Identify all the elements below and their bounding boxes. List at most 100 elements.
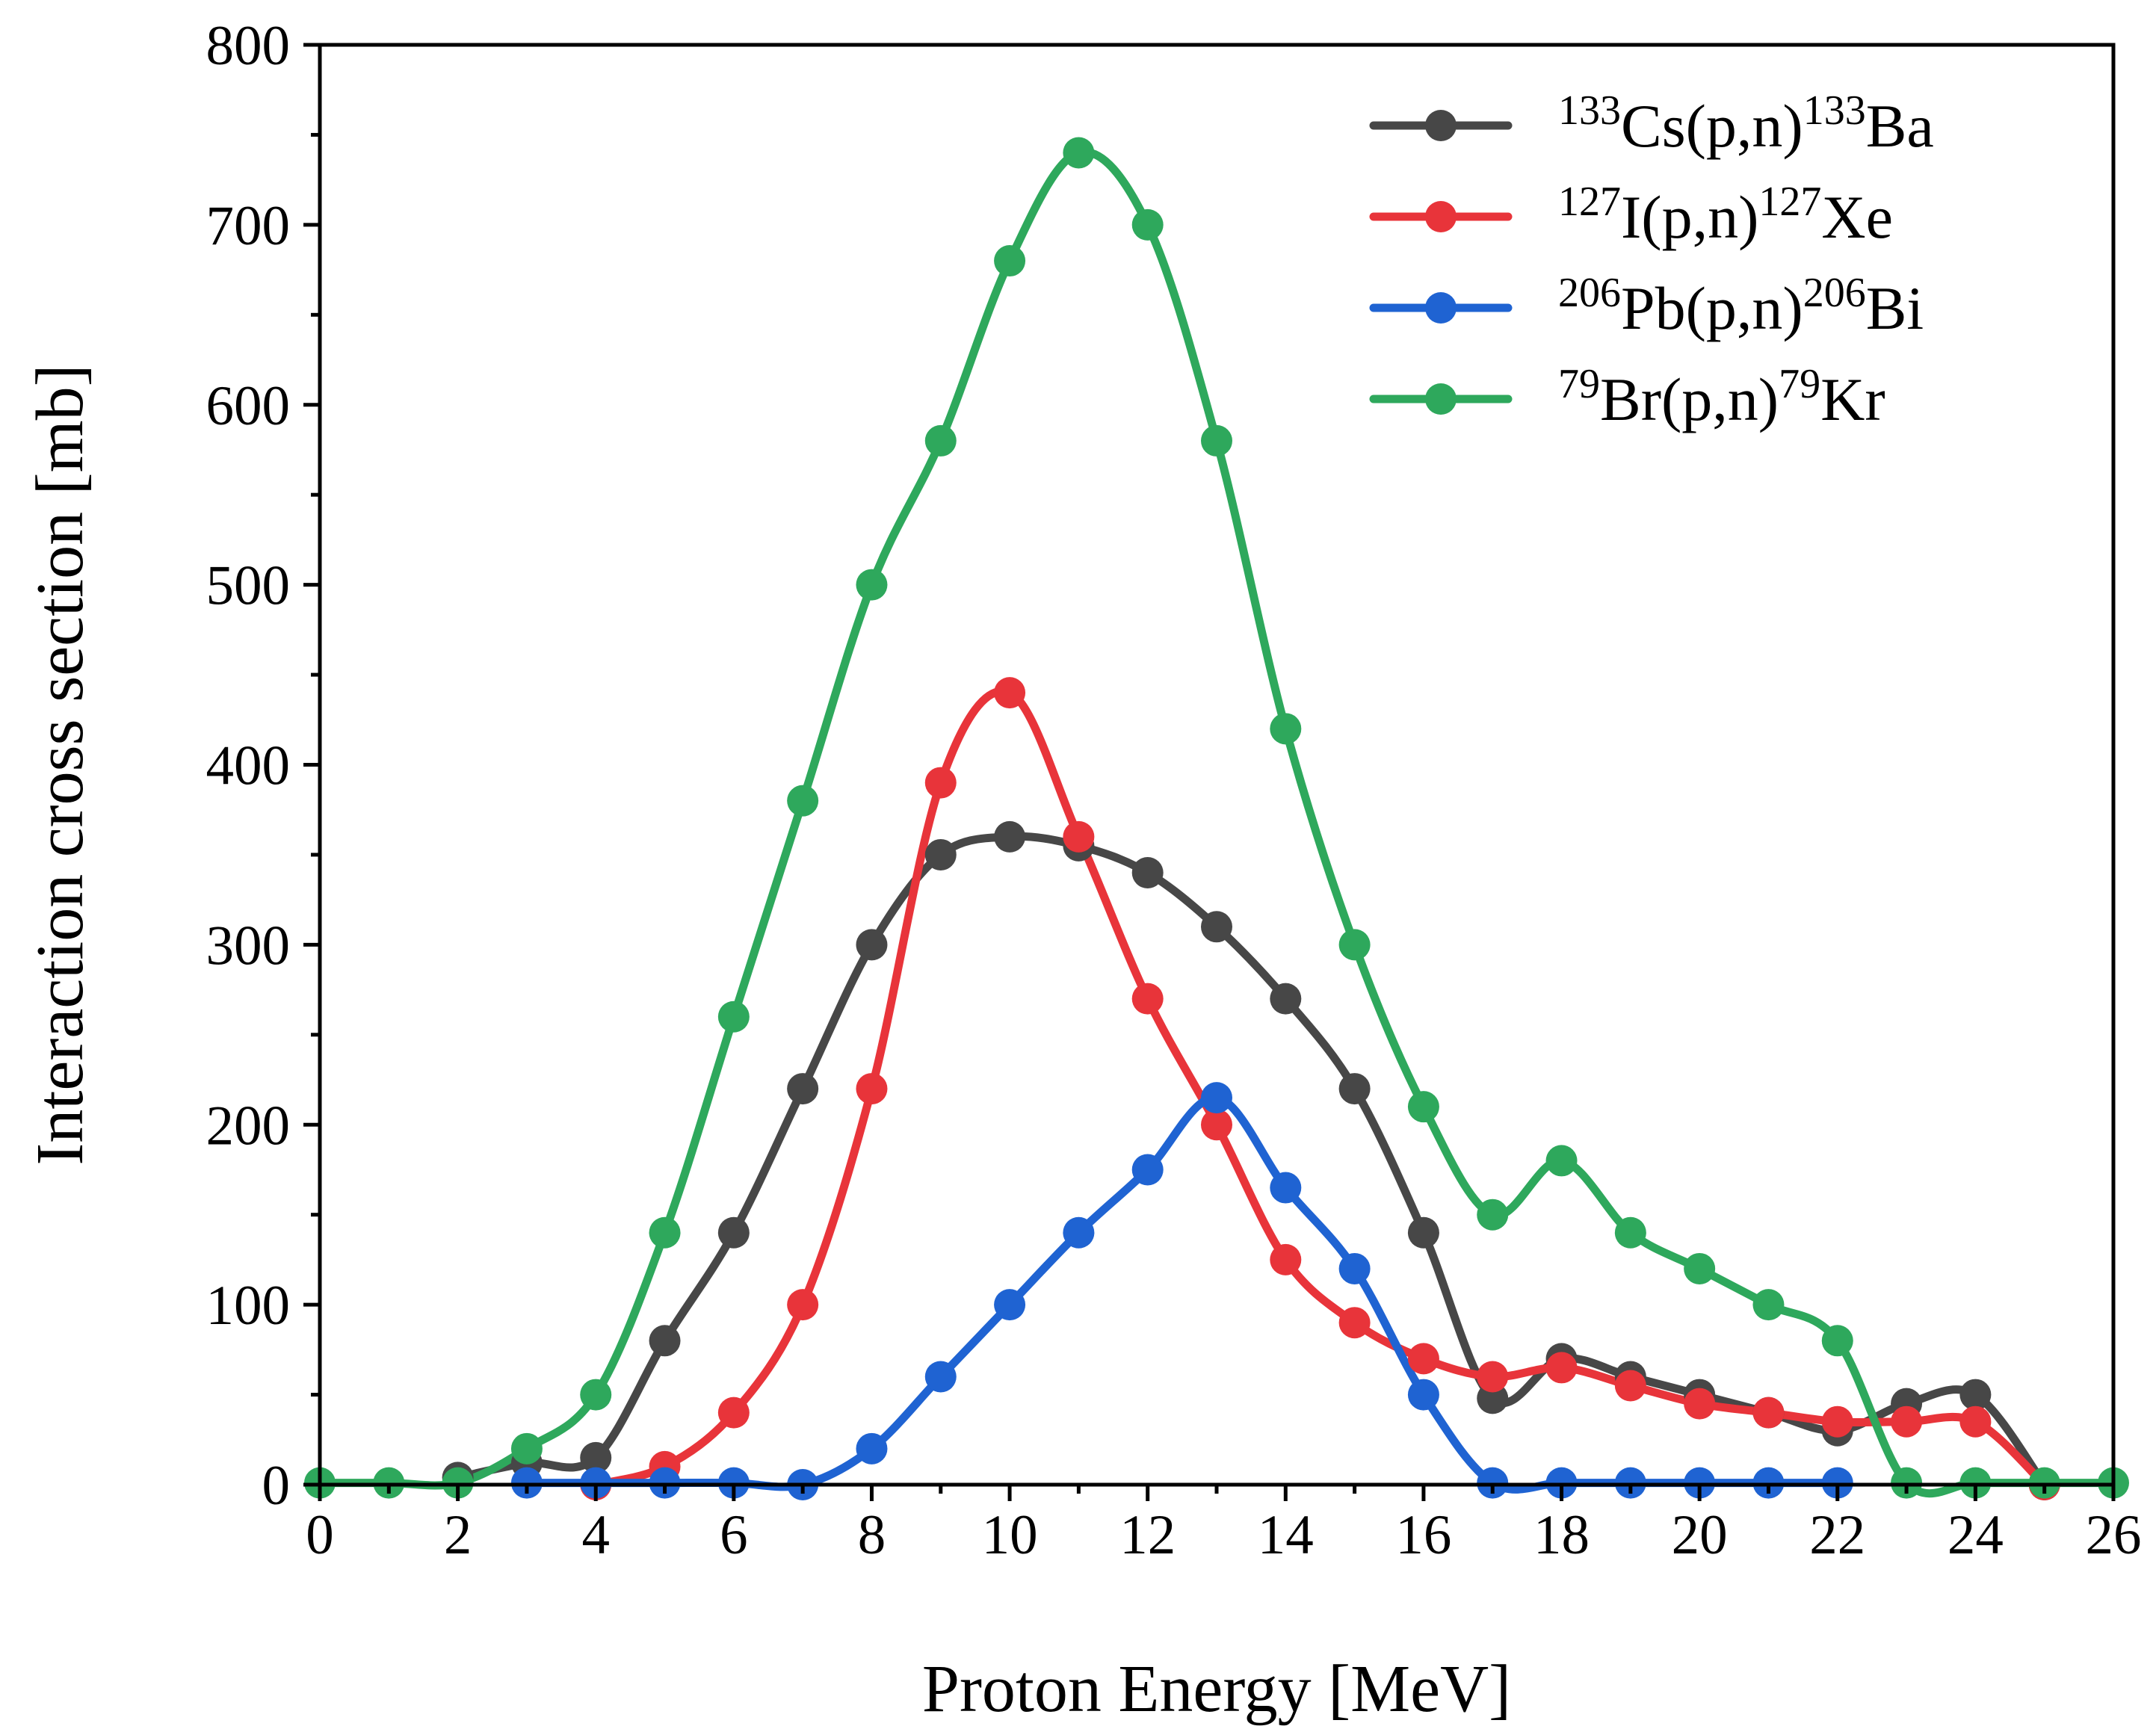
series-lines <box>315 148 2118 1498</box>
series-line <box>454 832 2049 1489</box>
data-point <box>1338 929 1371 961</box>
data-point <box>924 1361 957 1393</box>
data-point <box>1270 1243 1302 1275</box>
x-axis-ticks: 0 2 4 6 8 10 12 14 16 18 20 22 24 26 <box>306 1485 2142 1566</box>
data-point <box>1407 1343 1439 1375</box>
data-point <box>924 424 957 457</box>
data-point <box>787 1289 819 1321</box>
legend-label-part: Bi <box>1866 274 1924 342</box>
data-point <box>1201 911 1232 943</box>
data-point <box>580 1379 612 1411</box>
y-tick-label: 0 <box>262 1455 291 1517</box>
data-point <box>1131 208 1164 241</box>
data-point <box>1477 1199 1509 1231</box>
data-point <box>1477 1361 1509 1393</box>
legend-marker <box>1425 383 1457 415</box>
data-point <box>1891 1405 1923 1438</box>
plot-frame <box>318 43 2116 1487</box>
data-point <box>1063 820 1095 853</box>
data-point <box>1270 983 1302 1015</box>
data-point <box>717 1397 750 1429</box>
data-point <box>1684 1388 1716 1420</box>
legend-label: 79Br(p,n)79Kr <box>1558 361 1885 433</box>
data-point <box>1959 1405 1992 1438</box>
data-point <box>1407 1216 1439 1249</box>
x-tick-label: 22 <box>1809 1504 1865 1566</box>
legend-label-part: 206 <box>1803 270 1866 316</box>
data-point <box>580 1441 612 1473</box>
data-point <box>1545 1145 1578 1177</box>
x-tick-label: 8 <box>858 1504 886 1566</box>
data-point <box>856 1432 888 1465</box>
legend-label-part: 127 <box>1558 179 1621 225</box>
legend-label-part: Kr <box>1820 365 1885 433</box>
x-tick-label: 26 <box>2086 1504 2142 1566</box>
legend-label: 133Cs(p,n)133Ba <box>1558 87 1934 160</box>
y-tick-label: 700 <box>206 195 291 257</box>
data-point <box>924 767 957 799</box>
data-point <box>1614 1370 1646 1402</box>
data-point <box>717 1000 750 1033</box>
data-point <box>1684 1252 1716 1284</box>
y-tick-label: 300 <box>206 915 291 977</box>
data-point <box>1131 983 1164 1015</box>
y-axis-ticks: 0 100 200 300 400 500 600 700 800 <box>206 15 320 1517</box>
y-tick-label: 400 <box>206 735 291 797</box>
data-point <box>994 677 1026 709</box>
x-tick-label: 20 <box>1672 1504 1728 1566</box>
legend-label-part: 133 <box>1803 87 1866 134</box>
x-tick-label: 6 <box>720 1504 748 1566</box>
data-point <box>1270 1172 1302 1204</box>
data-point <box>1131 1154 1164 1186</box>
series-line <box>315 148 2118 1498</box>
data-point <box>1959 1379 1992 1411</box>
legend-label-part: 127 <box>1758 179 1821 225</box>
y-tick-label: 200 <box>206 1095 291 1157</box>
legend-label-part: Xe <box>1821 183 1893 251</box>
data-point <box>994 1289 1026 1321</box>
data-point <box>1201 424 1232 457</box>
series-line <box>522 1093 1842 1494</box>
data-point <box>1407 1379 1439 1411</box>
x-tick-label: 0 <box>306 1504 334 1566</box>
legend-label: 206Pb(p,n)206Bi <box>1558 270 1924 342</box>
x-tick-label: 4 <box>581 1504 610 1566</box>
data-point <box>787 785 819 817</box>
legend-label-part: Ba <box>1866 92 1934 160</box>
data-point <box>510 1432 543 1465</box>
legend-label-part: 206 <box>1558 270 1621 316</box>
data-point <box>649 1216 681 1249</box>
data-point <box>994 820 1026 853</box>
legend-entry: 206Pb(p,n)206Bi <box>1369 270 1924 342</box>
legend-label-part: Br(p,n) <box>1600 365 1779 433</box>
y-tick-label: 600 <box>206 375 291 437</box>
legend-label-part: 133 <box>1558 87 1621 134</box>
x-tick-label: 12 <box>1119 1504 1176 1566</box>
y-tick-label: 100 <box>206 1275 291 1337</box>
legend-label-part: Cs(p,n) <box>1621 92 1803 160</box>
legend-marker <box>1425 292 1457 324</box>
legend-label-part: 79 <box>1779 361 1820 407</box>
data-point <box>1752 1397 1785 1429</box>
x-tick-label: 14 <box>1258 1504 1314 1566</box>
legend-entry: 127I(p,n)127Xe <box>1369 179 1893 251</box>
x-tick-label: 10 <box>982 1504 1038 1566</box>
data-point <box>717 1216 750 1249</box>
data-point <box>1821 1405 1853 1438</box>
data-point <box>649 1325 681 1357</box>
axes <box>318 43 2116 1487</box>
series-markers <box>304 137 2129 1500</box>
data-point <box>994 245 1026 277</box>
x-tick-label: 2 <box>444 1504 472 1566</box>
data-point <box>1270 713 1302 745</box>
y-tick-label: 500 <box>206 555 291 617</box>
data-point <box>1752 1289 1785 1321</box>
x-tick-label: 24 <box>1947 1504 2004 1566</box>
data-point <box>856 569 888 601</box>
legend-label-part: Pb(p,n) <box>1621 274 1803 342</box>
data-point <box>856 929 888 961</box>
data-point <box>1407 1091 1439 1123</box>
data-point <box>1131 857 1164 889</box>
x-tick-label: 18 <box>1533 1504 1590 1566</box>
